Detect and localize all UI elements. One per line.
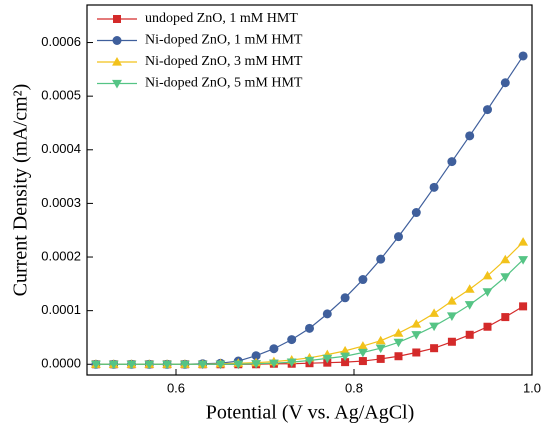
marker	[446, 296, 457, 305]
marker	[411, 208, 421, 218]
legend-marker	[112, 36, 122, 45]
marker	[304, 356, 315, 366]
marker	[126, 360, 137, 370]
plot-frame	[86, 4, 533, 376]
marker	[447, 157, 457, 167]
y-tick-label: 0.0002	[41, 248, 81, 263]
marker	[518, 256, 529, 265]
marker	[430, 344, 439, 353]
y-tick-label: 0.0003	[41, 195, 81, 210]
marker	[286, 358, 297, 368]
marker	[340, 345, 351, 355]
marker	[305, 323, 314, 333]
marker	[357, 341, 368, 350]
marker	[144, 360, 155, 370]
marker	[233, 360, 244, 370]
marker	[518, 51, 528, 61]
marker	[465, 131, 475, 141]
marker	[412, 348, 421, 357]
marker	[251, 360, 262, 369]
marker	[500, 254, 511, 264]
marker	[358, 275, 368, 285]
marker	[500, 273, 511, 282]
marker	[411, 331, 422, 340]
marker	[251, 351, 261, 361]
marker	[357, 348, 368, 358]
marker	[429, 322, 440, 332]
marker	[393, 328, 404, 337]
legend-label: Ni-doped ZnO, 3 mM HMT	[145, 54, 303, 69]
marker	[268, 359, 279, 369]
marker	[394, 232, 403, 242]
marker	[269, 344, 279, 354]
legend-label: Ni-doped ZnO, 1 mM HMT	[145, 33, 303, 48]
x-tick-label: 0.8	[345, 380, 363, 395]
marker	[340, 352, 351, 362]
series	[90, 256, 529, 370]
marker	[394, 352, 403, 361]
marker	[411, 319, 422, 328]
marker	[162, 360, 173, 370]
y-tick-label: 0.0006	[41, 34, 81, 49]
marker	[501, 313, 510, 322]
series-line	[95, 241, 524, 365]
y-tick-label: 0.0004	[41, 141, 81, 156]
legend-marker	[112, 57, 122, 66]
marker	[429, 182, 439, 192]
series-line	[95, 259, 524, 365]
marker	[340, 293, 350, 303]
marker	[322, 354, 333, 364]
marker	[464, 301, 475, 310]
marker	[375, 335, 386, 345]
y-tick-label: 0.0001	[41, 302, 81, 317]
x-tick-label: 1.0	[523, 380, 541, 395]
legend-marker	[113, 15, 121, 23]
marker	[465, 330, 474, 339]
marker	[376, 254, 386, 264]
marker	[322, 309, 332, 319]
series	[90, 237, 529, 368]
marker	[446, 312, 457, 321]
marker	[179, 360, 190, 370]
marker	[375, 344, 386, 354]
marker	[483, 322, 492, 331]
marker	[429, 308, 440, 317]
y-axis-title: Current Density (mA/cm²)	[10, 84, 32, 297]
legend-label: undoped ZnO, 1 mM HMT	[145, 11, 298, 26]
x-tick-label: 0.6	[167, 380, 185, 395]
marker	[464, 284, 475, 293]
marker	[215, 360, 226, 370]
series-line	[95, 55, 524, 365]
marker	[90, 360, 101, 370]
marker	[447, 337, 456, 346]
series	[91, 51, 528, 369]
legend-marker	[112, 79, 122, 89]
marker	[376, 354, 385, 363]
y-tick-label: 0.0005	[41, 88, 81, 103]
legend-label: Ni-doped ZnO, 5 mM HMT	[145, 76, 303, 91]
marker	[341, 358, 350, 367]
marker	[482, 270, 493, 280]
legend: undoped ZnO, 1 mM HMT Ni-doped ZnO, 1 mM …	[97, 11, 303, 91]
marker	[483, 105, 492, 115]
marker	[358, 357, 367, 366]
x-axis-title: Potential (V vs. Ag/AgCl)	[206, 402, 415, 424]
marker	[519, 302, 528, 311]
marker	[393, 338, 404, 348]
marker	[108, 360, 119, 370]
marker	[482, 288, 493, 297]
y-tick-label: 0.0000	[41, 356, 81, 371]
marker	[500, 78, 510, 88]
marker	[287, 335, 297, 345]
marker	[197, 360, 208, 370]
marker	[518, 237, 529, 246]
